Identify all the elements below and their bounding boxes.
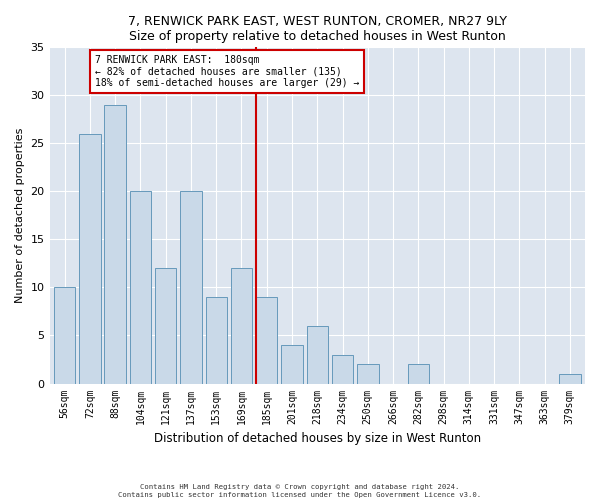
Text: 7 RENWICK PARK EAST:  180sqm
← 82% of detached houses are smaller (135)
18% of s: 7 RENWICK PARK EAST: 180sqm ← 82% of det… bbox=[95, 54, 359, 88]
Bar bbox=[130, 191, 151, 384]
Bar bbox=[357, 364, 379, 384]
Bar bbox=[332, 354, 353, 384]
Text: Contains HM Land Registry data © Crown copyright and database right 2024.
Contai: Contains HM Land Registry data © Crown c… bbox=[118, 484, 482, 498]
Bar bbox=[256, 297, 277, 384]
Bar bbox=[206, 297, 227, 384]
Bar bbox=[307, 326, 328, 384]
Bar bbox=[231, 268, 252, 384]
Bar bbox=[155, 268, 176, 384]
Title: 7, RENWICK PARK EAST, WEST RUNTON, CROMER, NR27 9LY
Size of property relative to: 7, RENWICK PARK EAST, WEST RUNTON, CROME… bbox=[128, 15, 507, 43]
Bar bbox=[407, 364, 429, 384]
Bar bbox=[559, 374, 581, 384]
Bar bbox=[180, 191, 202, 384]
Bar bbox=[54, 288, 76, 384]
Bar bbox=[79, 134, 101, 384]
Bar bbox=[281, 345, 303, 384]
X-axis label: Distribution of detached houses by size in West Runton: Distribution of detached houses by size … bbox=[154, 432, 481, 445]
Y-axis label: Number of detached properties: Number of detached properties bbox=[15, 128, 25, 303]
Bar bbox=[104, 104, 126, 384]
